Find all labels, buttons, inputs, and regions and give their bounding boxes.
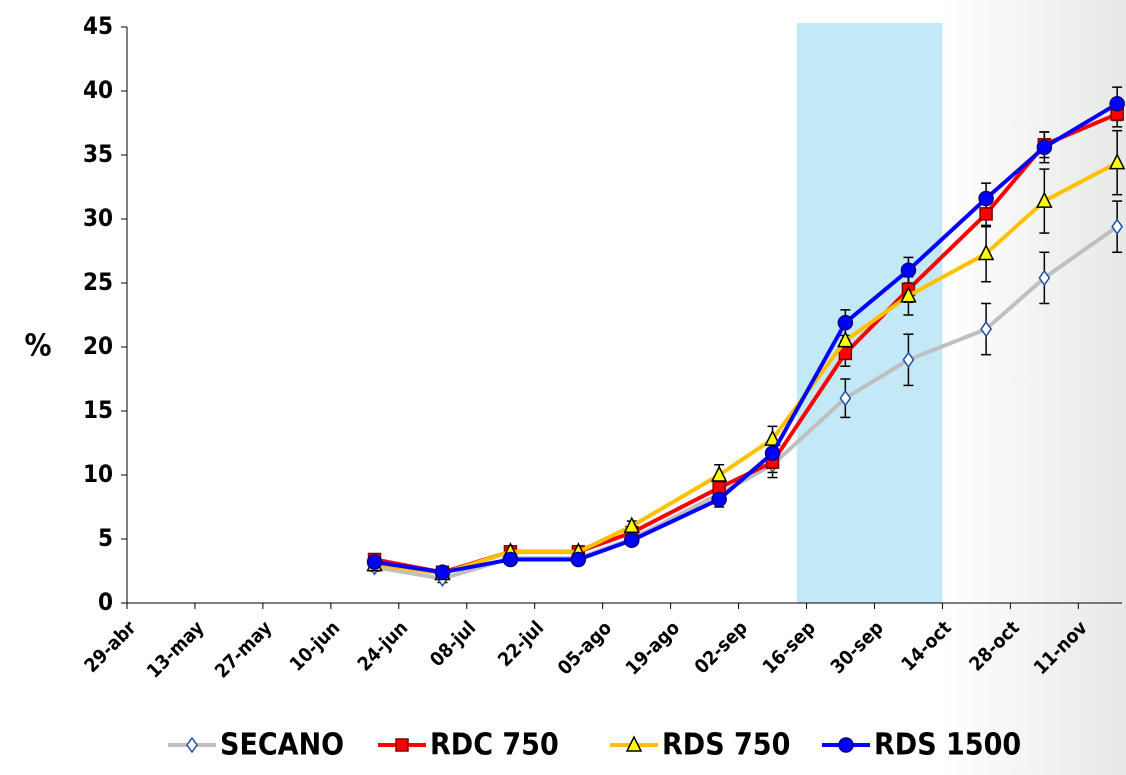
legend-label: RDS 750 [662,728,790,763]
y-tick-label: 20 [83,332,113,360]
marker [1037,140,1051,154]
marker [625,533,639,547]
chart: % 0 5 10 15 20 25 30 35 40 45 29-abr13-may27-may10… [0,0,1126,775]
marker [766,446,780,460]
shaded-period [797,23,943,603]
marker [901,263,915,277]
y-axis-label: % [24,329,51,364]
legend-label: RDS 1500 [874,728,1021,763]
marker [980,208,992,220]
x-tick-label: 29-abr [80,616,141,677]
x-tick-label: 30-sep [826,617,887,678]
y-tick-label: 15 [83,396,113,424]
x-tick-label: 27-may [211,617,277,683]
legend-label: SECANO [220,728,344,763]
y-tick-label: 30 [83,204,113,232]
marker [1110,97,1124,111]
x-tick-label: 02-sep [691,617,752,678]
y-tick-label: 5 [98,524,113,552]
x-tick-label: 22-jul [494,617,548,671]
y-tick-label: 35 [83,140,113,168]
marker [979,192,993,206]
marker [503,552,517,566]
x-tick-label: 05-ago [554,617,617,680]
x-tick-label: 13-may [143,617,209,683]
marker [838,316,852,330]
y-tick-label: 45 [83,12,113,40]
marker [187,738,197,752]
y-tick-label: 40 [83,76,113,104]
x-tick-label: 19-ago [622,617,685,680]
y-tick-label: 25 [83,268,113,296]
marker [712,492,726,506]
marker [368,555,382,569]
marker [396,739,408,751]
x-tick-label: 16-sep [758,617,819,678]
x-tick-label: 10-jun [286,617,345,676]
legend-label: RDC 750 [430,728,559,763]
marker [839,738,853,752]
y-tick-label: 0 [98,588,113,616]
marker [571,552,585,566]
y-tick-label: 10 [83,460,113,488]
x-tick-label: 08-jul [426,617,480,671]
marker [435,565,449,579]
x-tick-label: 24-jun [353,617,412,676]
